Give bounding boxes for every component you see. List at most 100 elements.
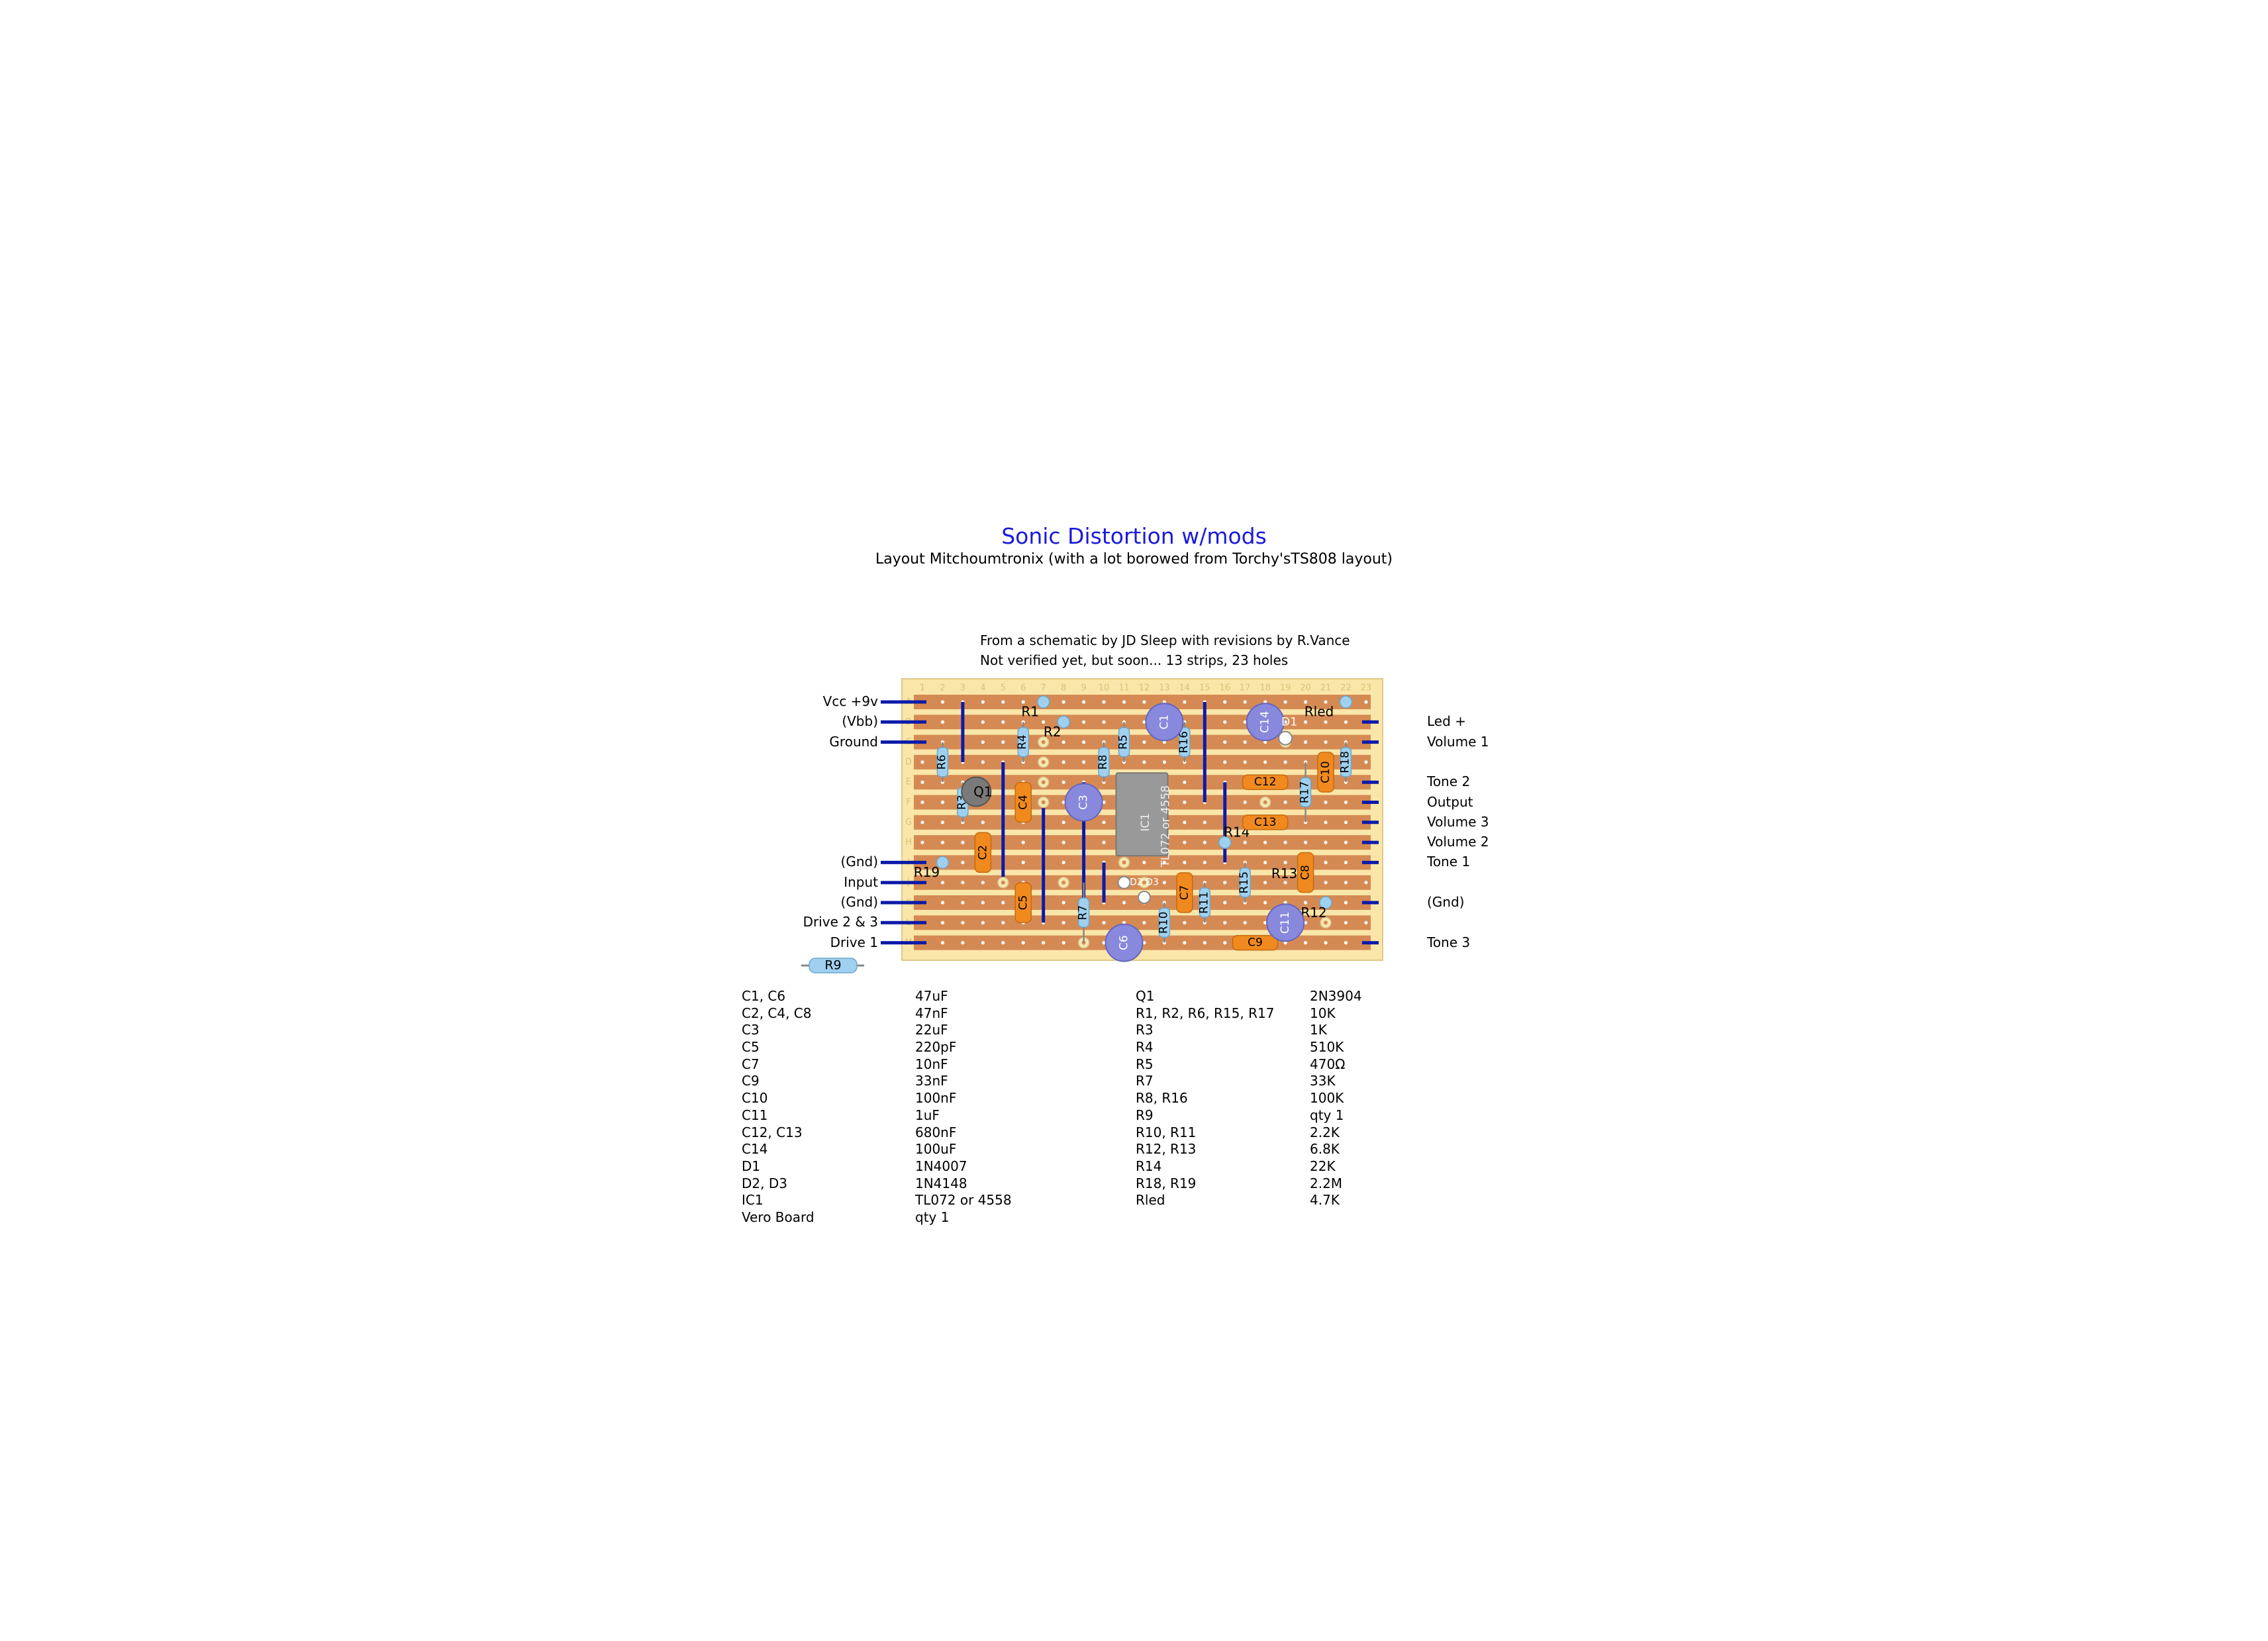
bom-ref-cell: C7 [742, 1056, 760, 1072]
resistor-body [1199, 887, 1211, 918]
strip-hole [1203, 820, 1207, 824]
strip-hole [940, 901, 945, 905]
strip-hole [920, 800, 924, 805]
resistor-label: R18 [1338, 751, 1352, 773]
strip-hole [1243, 760, 1247, 764]
hole-number-label: 8 [1061, 683, 1066, 693]
strip-hole [1021, 860, 1025, 864]
bom-ref-cell: C14 [742, 1141, 768, 1158]
left-pin-label: (Gnd) [840, 854, 878, 870]
strip-hole [1183, 840, 1187, 844]
strip-hole [981, 720, 985, 724]
hole-number-label: 23 [1361, 683, 1372, 693]
strip-hole [1283, 800, 1287, 805]
bom-value-cell: 680nF [915, 1124, 957, 1140]
bom-ref-cell: R4 [1136, 1039, 1154, 1056]
resistor-body [1077, 897, 1090, 928]
strip-letter-label: G [905, 817, 912, 827]
hole-number-label: 7 [1041, 683, 1046, 693]
hole-number-label: 16 [1219, 683, 1230, 693]
strip-hole [1263, 901, 1267, 905]
resistor-label: R5 [1117, 734, 1130, 750]
q1-transistor [961, 776, 992, 807]
strip-hole [1243, 840, 1247, 844]
strip-hole [1001, 920, 1005, 924]
bom-value-cell: 470Ω [1310, 1056, 1346, 1072]
bom-value-cell: 220pF [915, 1039, 957, 1056]
strip-hole [1223, 740, 1227, 744]
resistor-label: R10 [1157, 912, 1170, 934]
strip-hole [1324, 740, 1328, 744]
bom-ref-cell: IC1 [742, 1192, 764, 1209]
electrolytic-capacitor [1145, 703, 1184, 742]
strip-hole [1344, 881, 1348, 885]
film-capacitor-label: C2 [976, 845, 989, 860]
strip-hole [1263, 700, 1267, 704]
lead-hole [1142, 880, 1146, 885]
lead-hole [1263, 800, 1267, 805]
strip-hole [1183, 941, 1187, 945]
strip-hole [1142, 700, 1146, 704]
bom-ref-cell: R12, R13 [1136, 1141, 1197, 1158]
strip-hole [1283, 941, 1287, 945]
strip-hole [1303, 840, 1308, 844]
strip-hole [1082, 760, 1086, 764]
strip-hole [1061, 740, 1065, 744]
standing-resistor [1339, 695, 1353, 709]
resistor-label: R16 [1177, 731, 1191, 753]
strip-hole [1223, 901, 1227, 905]
resistor-body [1098, 747, 1110, 777]
strip-hole [981, 760, 985, 764]
hole-number-label: 10 [1099, 683, 1110, 693]
strip-hole [1142, 920, 1146, 924]
strip-hole [1324, 700, 1328, 704]
strip-hole [1162, 860, 1166, 864]
left-pin-label: Input [844, 873, 878, 890]
layout-title: Sonic Distortion w/mods [1001, 523, 1267, 549]
strip-hole [1203, 860, 1207, 864]
strip-hole [1061, 860, 1065, 864]
resistor-body [1118, 726, 1130, 758]
layout-subtitle: Layout Mitchoumtronix (with a lot borowe… [875, 551, 1393, 568]
d1-diode [1278, 730, 1293, 746]
strip-hole [920, 840, 924, 844]
bom-ref-cell: C11 [742, 1107, 768, 1123]
bom-value-cell: 4.7K [1310, 1192, 1340, 1209]
strip-hole [1263, 881, 1267, 885]
d2-diode [1117, 875, 1131, 889]
bom-ref-cell: R5 [1136, 1056, 1154, 1072]
electrolytic-capacitor-label: C6 [1118, 935, 1131, 950]
strip-hole [1061, 820, 1065, 824]
hole-number-label: 14 [1179, 683, 1191, 693]
bom-ref-cell: R10, R11 [1136, 1124, 1197, 1140]
lead-hole [1061, 880, 1066, 885]
bom-right-refs: Q1 R1, R2, R6, R15, R17 R3 R4 R5 R7 R8, R16 R9 R… [1136, 988, 1274, 1209]
strip-hole [1203, 941, 1207, 945]
strip-hole [1263, 920, 1267, 924]
hole-number-label: 21 [1320, 683, 1332, 693]
resistor-body [1340, 747, 1352, 777]
bom-value-cell: 100K [1310, 1090, 1344, 1107]
strip-hole [1223, 881, 1227, 885]
strip-hole [1263, 860, 1267, 864]
strip-hole [1223, 700, 1227, 704]
strip-hole [1283, 720, 1287, 724]
hole-number-label: 4 [980, 683, 985, 693]
strip-hole [981, 820, 985, 824]
strip-hole [981, 941, 985, 945]
strip-hole [1162, 700, 1166, 704]
film-capacitor-label: C12 [1254, 775, 1277, 789]
strip-hole [961, 901, 965, 905]
bom-value-cell: 6.8K [1310, 1141, 1340, 1158]
strip-hole [1283, 840, 1287, 844]
strip-hole [1001, 720, 1005, 724]
strip-hole [1102, 840, 1106, 844]
bom-value-cell: 10K [1310, 1005, 1336, 1021]
standing-resistor [1036, 695, 1050, 709]
r9-offboard-resistor [809, 958, 858, 973]
right-pin-label: Tone 1 [1427, 854, 1471, 870]
resistor-label: R4 [1016, 734, 1029, 750]
strip-hole [1162, 740, 1166, 744]
left-pin-label: Drive 2 & 3 [803, 914, 878, 930]
bom-value-cell: 10nF [915, 1056, 948, 1072]
